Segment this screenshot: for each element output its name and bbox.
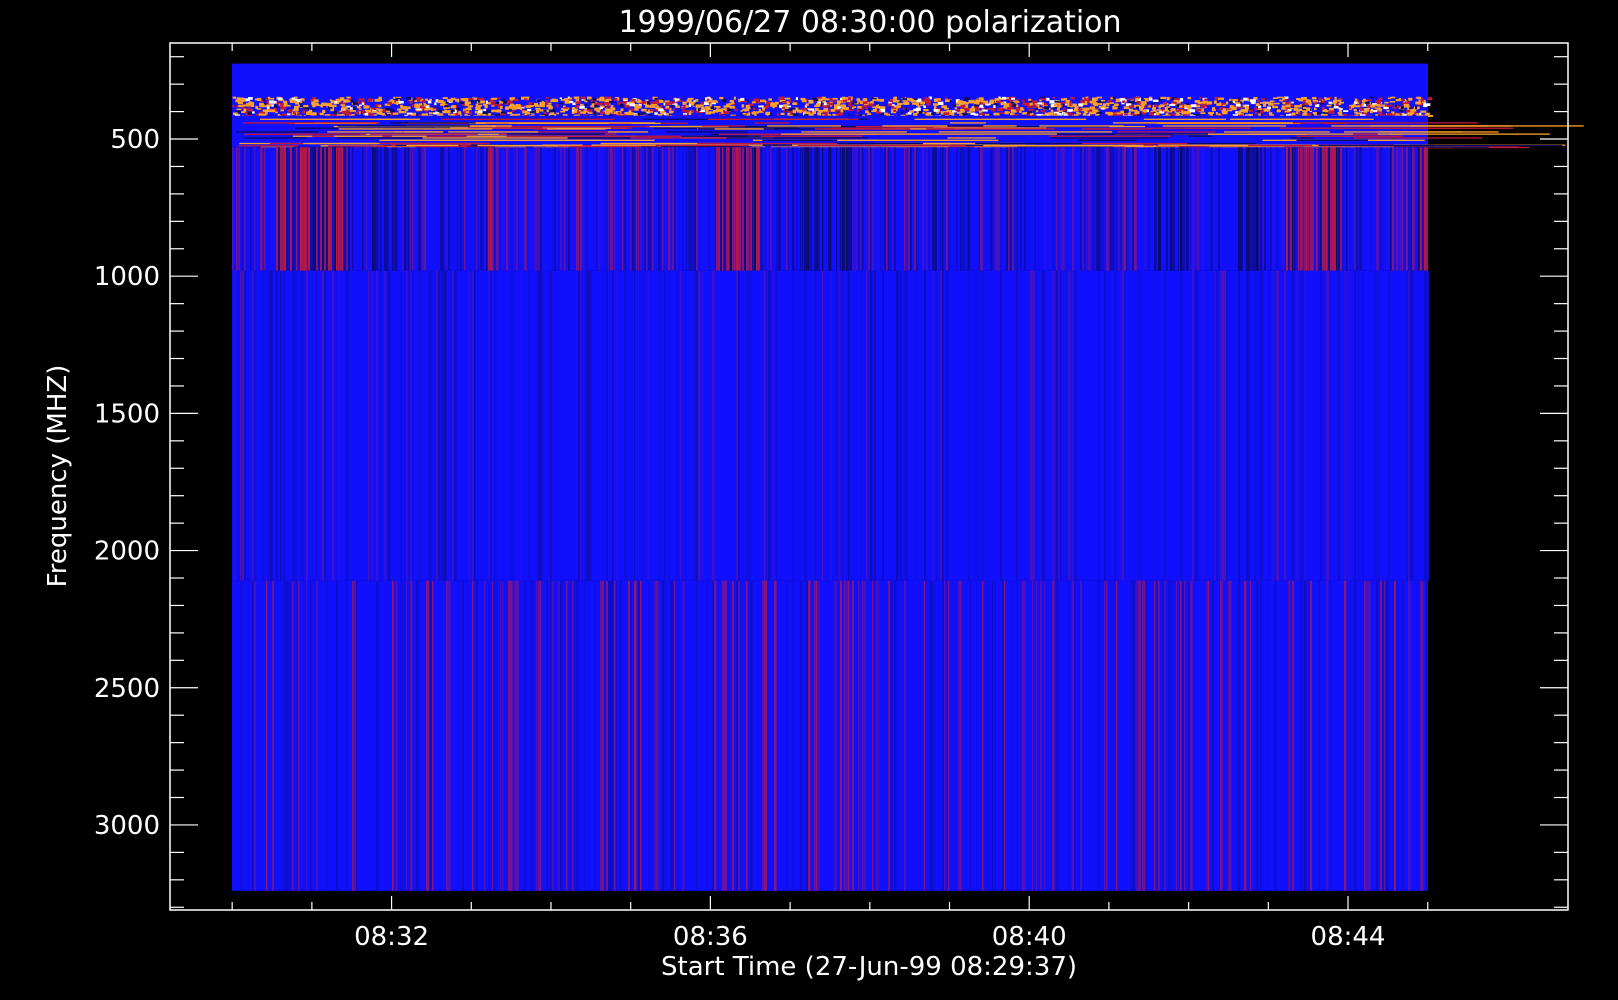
band-noisy-orange <box>232 96 1434 120</box>
y-tick-label: 500 <box>110 125 160 155</box>
y-tick-label: 3000 <box>94 811 160 841</box>
y-tick-label: 2000 <box>94 537 160 567</box>
plot-frame <box>169 42 1569 911</box>
chart-title: 1999/06/27 08:30:00 polarization <box>618 5 1121 40</box>
x-axis-label: Start Time (27-Jun-99 08:29:37) <box>661 952 1077 982</box>
x-tick-label: 08:40 <box>992 922 1067 952</box>
band-red-purple-columns <box>232 147 1429 271</box>
y-tick-label: 1000 <box>94 262 160 292</box>
x-tick-label: 08:36 <box>673 922 748 952</box>
band-blue-columns <box>232 270 1429 581</box>
band-striated <box>232 115 1584 149</box>
y-tick-label: 2500 <box>94 674 160 704</box>
y-axis: 500 1000 1500 2000 2500 3000 <box>94 56 1568 908</box>
heatmap-image <box>232 63 1584 891</box>
band-blue-red-columns <box>232 580 1428 891</box>
x-tick-label: 08:44 <box>1311 922 1386 952</box>
x-axis: 08:32 08:36 08:40 08:44 <box>231 43 1429 952</box>
y-tick-label: 1500 <box>94 399 160 429</box>
x-tick-label: 08:32 <box>354 922 429 952</box>
band-solid-blue <box>232 63 1428 97</box>
y-axis-label: Frequency (MHZ) <box>43 365 73 588</box>
